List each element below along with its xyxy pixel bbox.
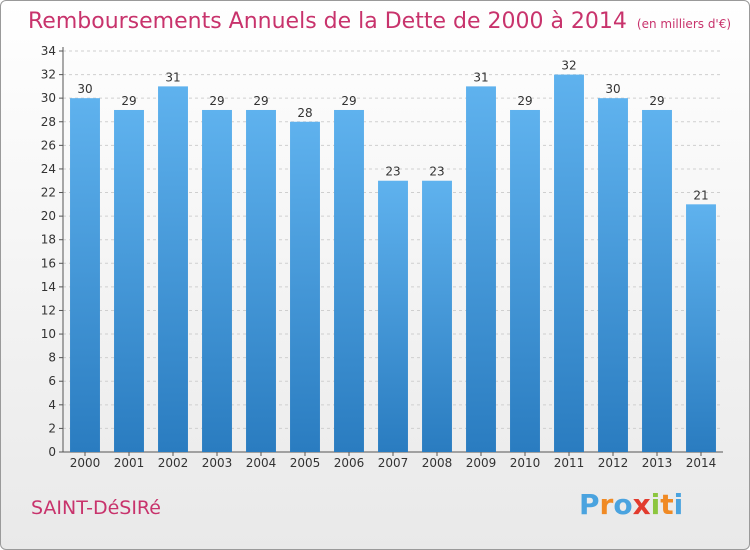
bar bbox=[598, 98, 628, 453]
bar-value-label: 31 bbox=[473, 70, 488, 84]
bar bbox=[554, 74, 584, 453]
bar-value-label: 23 bbox=[385, 165, 400, 179]
x-tick-label: 2009 bbox=[466, 456, 497, 470]
x-tick-label: 2007 bbox=[378, 456, 409, 470]
chart-title-text: Remboursements Annuels de la Dette de 20… bbox=[28, 9, 627, 34]
y-tick-label: 22 bbox=[41, 186, 56, 200]
bar-value-label: 31 bbox=[165, 70, 180, 84]
x-tick-label: 2011 bbox=[554, 456, 585, 470]
bar-value-label: 29 bbox=[341, 94, 356, 108]
bar bbox=[70, 98, 100, 453]
logo-letter: P bbox=[579, 488, 600, 521]
x-tick-label: 2003 bbox=[202, 456, 233, 470]
x-tick-label: 2004 bbox=[246, 456, 277, 470]
bar-value-label: 29 bbox=[121, 94, 136, 108]
logo-letter: i bbox=[673, 488, 684, 521]
bar bbox=[642, 109, 672, 453]
bar-value-label: 21 bbox=[693, 188, 708, 202]
x-tick-label: 2013 bbox=[642, 456, 673, 470]
y-tick-label: 28 bbox=[41, 115, 56, 129]
chart-title: Remboursements Annuels de la Dette de 20… bbox=[28, 9, 731, 34]
bar-value-label: 29 bbox=[517, 94, 532, 108]
bar bbox=[202, 109, 232, 453]
logo-letter: i bbox=[650, 488, 661, 521]
y-tick-label: 0 bbox=[48, 445, 56, 459]
y-tick-label: 32 bbox=[41, 68, 56, 82]
logo-letter: r bbox=[599, 488, 614, 521]
chart-unit: (en milliers d'€) bbox=[636, 17, 732, 31]
y-tick-label: 2 bbox=[48, 421, 56, 435]
y-tick-label: 10 bbox=[41, 327, 56, 341]
bar bbox=[334, 109, 364, 453]
y-tick-label: 8 bbox=[48, 351, 56, 365]
x-tick-label: 2002 bbox=[158, 456, 189, 470]
logo-letter: t bbox=[660, 488, 674, 521]
bar bbox=[290, 121, 320, 452]
bar-value-label: 28 bbox=[297, 106, 312, 120]
y-tick-label: 30 bbox=[41, 91, 56, 105]
y-tick-label: 24 bbox=[41, 162, 56, 176]
proxiti-logo: Proxiti bbox=[579, 488, 683, 521]
y-tick-label: 6 bbox=[48, 374, 56, 388]
logo-letter: o bbox=[613, 488, 633, 521]
bar-value-label: 29 bbox=[649, 94, 664, 108]
x-tick-label: 2006 bbox=[334, 456, 365, 470]
bar bbox=[246, 109, 276, 453]
y-tick-label: 16 bbox=[41, 256, 56, 270]
bar bbox=[114, 109, 144, 453]
y-tick-label: 34 bbox=[41, 44, 56, 58]
x-tick-label: 2000 bbox=[70, 456, 101, 470]
commune-name: SAINT-DéSIRé bbox=[31, 497, 161, 519]
bar bbox=[422, 180, 452, 452]
bar-value-label: 30 bbox=[605, 82, 620, 96]
bar bbox=[158, 86, 188, 452]
x-tick-label: 2001 bbox=[114, 456, 145, 470]
bar bbox=[378, 180, 408, 452]
bar-value-label: 23 bbox=[429, 165, 444, 179]
bar-value-label: 29 bbox=[253, 94, 268, 108]
logo-letter: x bbox=[632, 488, 651, 521]
y-tick-label: 12 bbox=[41, 303, 56, 317]
y-tick-label: 26 bbox=[41, 138, 56, 152]
y-tick-label: 4 bbox=[48, 398, 56, 412]
bar-value-label: 32 bbox=[561, 59, 576, 73]
bar bbox=[510, 109, 540, 453]
y-tick-label: 20 bbox=[41, 209, 56, 223]
x-tick-label: 2010 bbox=[510, 456, 541, 470]
x-tick-label: 2005 bbox=[290, 456, 321, 470]
x-tick-label: 2014 bbox=[686, 456, 717, 470]
bar bbox=[686, 204, 716, 452]
bar bbox=[466, 86, 496, 452]
y-tick-label: 18 bbox=[41, 233, 56, 247]
y-tick-label: 14 bbox=[41, 280, 56, 294]
bar-value-label: 30 bbox=[77, 82, 92, 96]
bar-value-label: 29 bbox=[209, 94, 224, 108]
x-tick-label: 2008 bbox=[422, 456, 453, 470]
x-tick-label: 2012 bbox=[598, 456, 629, 470]
